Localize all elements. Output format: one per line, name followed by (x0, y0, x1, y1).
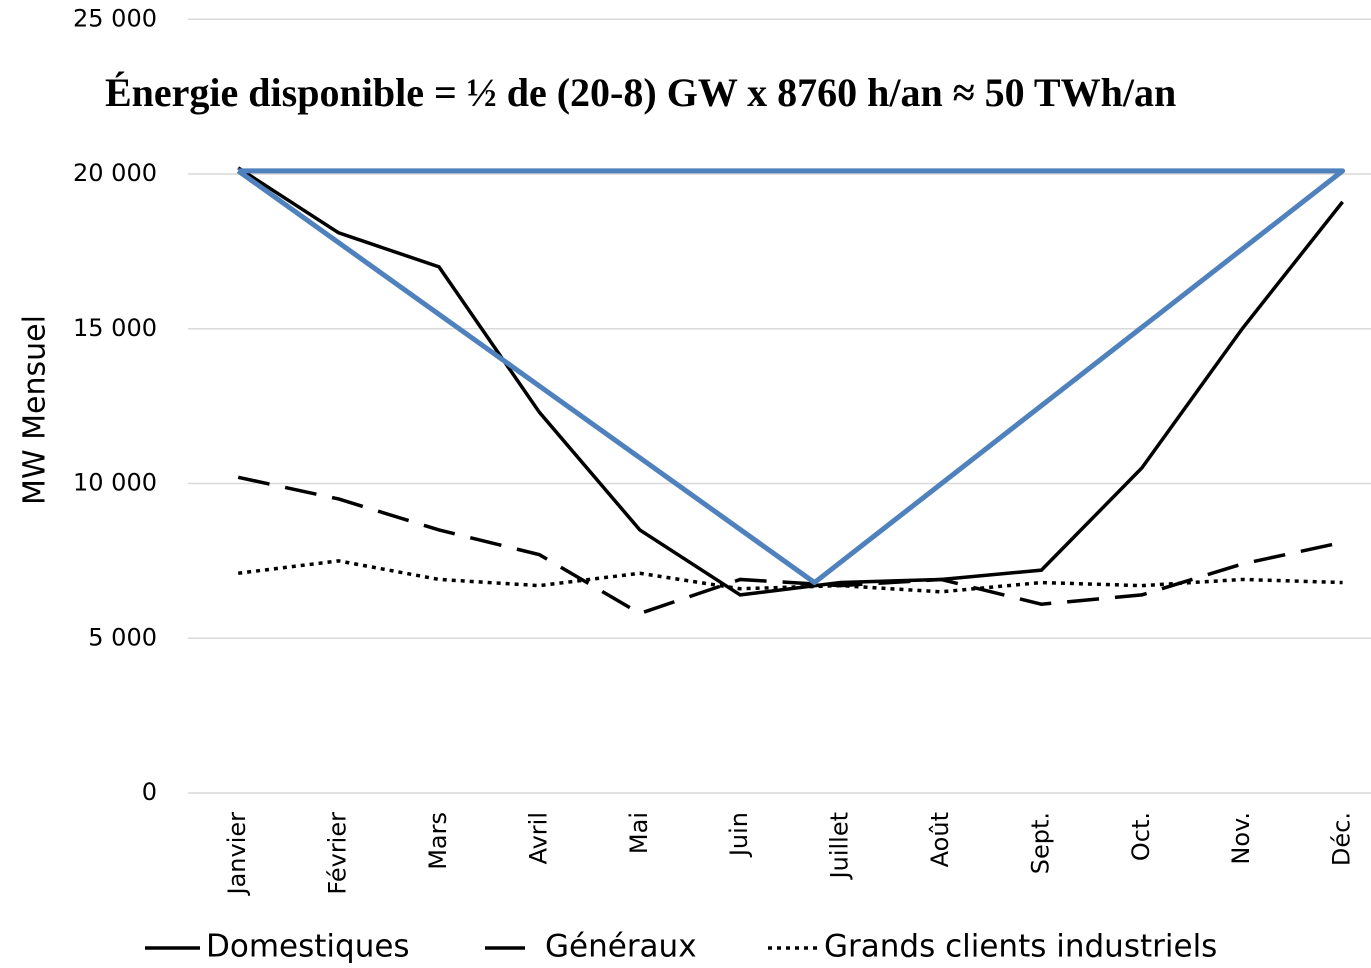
y-tick-label: 25 000 (73, 4, 157, 32)
line-series (237, 475, 1343, 616)
x-tick-label: Déc. (1328, 812, 1356, 866)
x-tick-label: Oct. (1127, 812, 1155, 861)
legend-label: Grands clients industriels (824, 929, 1217, 965)
x-tick-label: Février (324, 812, 352, 895)
x-tick-label: Juin (725, 812, 753, 858)
x-tick-label: Mars (424, 812, 452, 870)
x-tick-label: Avril (524, 812, 552, 864)
x-tick-label: Nov. (1227, 812, 1255, 865)
y-tick-label: 0 (142, 778, 157, 806)
y-tick-label: 20 000 (73, 159, 157, 187)
y-tick-label: 15 000 (73, 314, 157, 342)
x-tick-label: Août (926, 812, 954, 867)
legend-label: Généraux (545, 929, 697, 965)
x-tick-label: Mai (625, 812, 653, 854)
energy-envelope (236, 168, 1346, 586)
x-tick-label: Juillet (826, 812, 854, 880)
legend-label: Domestiques (206, 929, 410, 965)
x-tick-label: Janvier (223, 812, 251, 897)
line-series (237, 166, 1344, 597)
x-tick-label: Sept. (1026, 812, 1054, 874)
y-tick-label: 10 000 (73, 469, 157, 497)
y-axis-label: MW Mensuel (18, 315, 53, 505)
y-tick-label: 5 000 (88, 623, 157, 651)
chart-title: Énergie disponible = ½ de (20-8) GW x 87… (105, 70, 1176, 115)
